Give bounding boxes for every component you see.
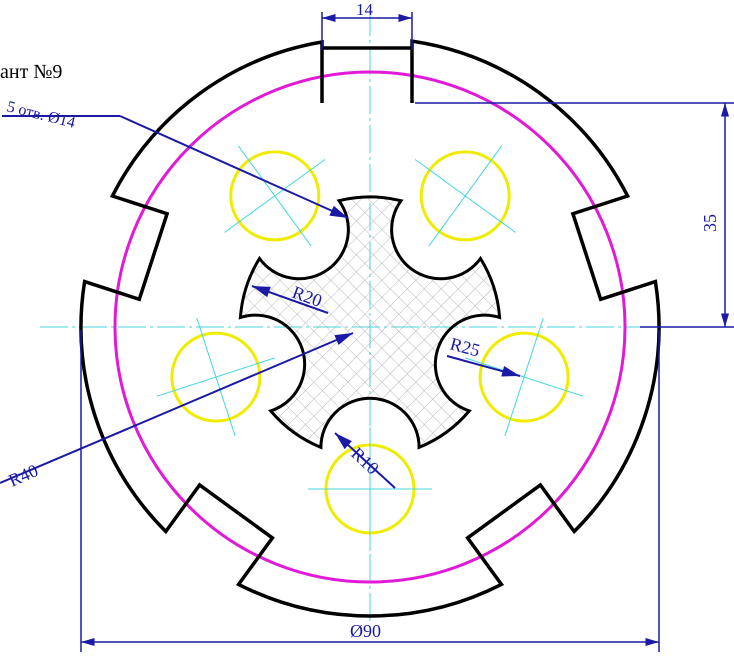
leader-r40 xyxy=(0,332,354,484)
leader-r10 xyxy=(334,432,396,489)
dimension-diameter xyxy=(80,330,660,652)
dimension-label-d90: Ø90 xyxy=(350,621,381,641)
hole-centerline xyxy=(196,317,236,437)
outer-profile xyxy=(79,39,661,618)
label-r40: R40 xyxy=(5,460,41,490)
hole-centerline xyxy=(414,159,516,233)
leader-holes xyxy=(2,115,349,219)
hole-circle xyxy=(170,331,262,423)
hole-circle xyxy=(478,331,570,423)
dimension-label-14: 14 xyxy=(356,0,374,19)
hatched-inner-profile xyxy=(238,195,502,450)
leader-r25 xyxy=(446,355,521,377)
variant-title: ант №9 xyxy=(0,61,62,83)
leader-r20 xyxy=(251,285,329,314)
dimension-height xyxy=(415,102,734,328)
holes-group xyxy=(156,145,584,551)
hole-circle xyxy=(419,150,511,242)
label-r25: R25 xyxy=(448,334,482,361)
pitch-circle xyxy=(113,70,627,584)
label-holes: 5 отв. Ø14 xyxy=(5,98,77,131)
hole-centerline xyxy=(504,317,544,437)
dimension-slot-width xyxy=(321,12,413,50)
dimension-label-35: 35 xyxy=(700,214,720,232)
hole-circle xyxy=(229,150,321,242)
hole-centerline xyxy=(224,159,326,233)
